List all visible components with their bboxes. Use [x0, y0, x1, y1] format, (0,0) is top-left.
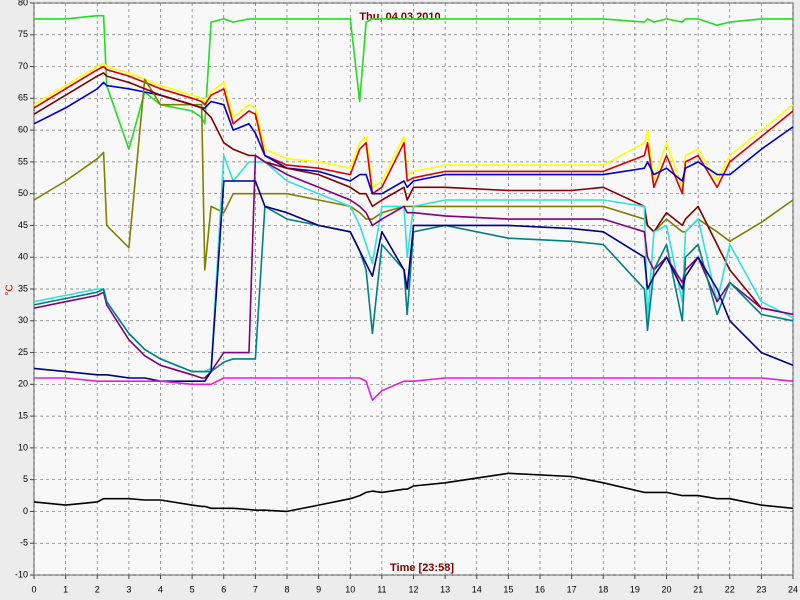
x-tick-label: 23: [756, 584, 766, 594]
x-tick-label: 1: [63, 584, 68, 594]
y-tick-label: 50: [18, 188, 28, 198]
x-tick-label: 19: [630, 584, 640, 594]
data-line: [33, 62, 794, 189]
x-tick-label: 4: [158, 584, 163, 594]
x-tick-label: 9: [316, 584, 321, 594]
x-tick-label: 12: [408, 584, 418, 594]
x-tick-label: 5: [190, 584, 195, 594]
y-tick-label: 80: [18, 0, 28, 7]
x-tick-label: 8: [284, 584, 289, 594]
y-tick-label: -5: [20, 538, 28, 548]
chart-title: Thu, 04.03.2010: [359, 11, 440, 23]
x-tick-label: 3: [126, 584, 131, 594]
x-tick-label: 15: [503, 584, 513, 594]
y-tick-label: 15: [18, 410, 28, 420]
data-line: [34, 14, 793, 150]
x-tick-label: 2: [95, 584, 100, 594]
y-tick-label: 65: [18, 93, 28, 103]
x-axis-label: Time [23:58]: [390, 562, 454, 574]
x-tick-label: 13: [440, 584, 450, 594]
y-tick-label: 10: [18, 442, 28, 452]
x-tick-label: 7: [253, 584, 258, 594]
x-tick-label: 14: [472, 584, 482, 594]
data-line: [33, 472, 794, 513]
y-tick-label: 20: [18, 379, 28, 389]
y-tick-label: 75: [18, 29, 28, 39]
y-tick-label: 0: [23, 506, 28, 516]
x-tick-label: 20: [661, 584, 671, 594]
x-tick-label: 22: [725, 584, 735, 594]
x-tick-label: 11: [377, 584, 386, 594]
y-tick-label: 55: [18, 156, 28, 166]
y-tick-label: 60: [18, 124, 28, 134]
data-line: [33, 72, 794, 316]
data-line: [33, 205, 794, 373]
y-tick-label: 30: [18, 315, 28, 325]
x-tick-label: 17: [567, 584, 577, 594]
x-tick-label: 10: [345, 584, 355, 594]
x-tick-label: 18: [598, 584, 608, 594]
data-line: [33, 65, 794, 195]
y-tick-label: 45: [18, 220, 28, 230]
y-tick-label: 35: [18, 283, 28, 293]
y-tick-label: -10: [15, 569, 28, 579]
y-axis-label: °C: [5, 284, 16, 295]
y-tick-label: 25: [18, 347, 28, 357]
x-tick-label: 6: [221, 584, 226, 594]
data-line: [34, 377, 794, 401]
y-tick-label: 70: [18, 61, 28, 71]
y-tick-label: 5: [23, 474, 28, 484]
x-tick-label: 24: [788, 584, 798, 594]
data-line: [33, 78, 794, 271]
y-tick-label: 40: [18, 252, 28, 262]
x-tick-label: 21: [693, 584, 703, 594]
x-tick-label: 16: [535, 584, 545, 594]
x-tick-label: 0: [31, 584, 36, 594]
